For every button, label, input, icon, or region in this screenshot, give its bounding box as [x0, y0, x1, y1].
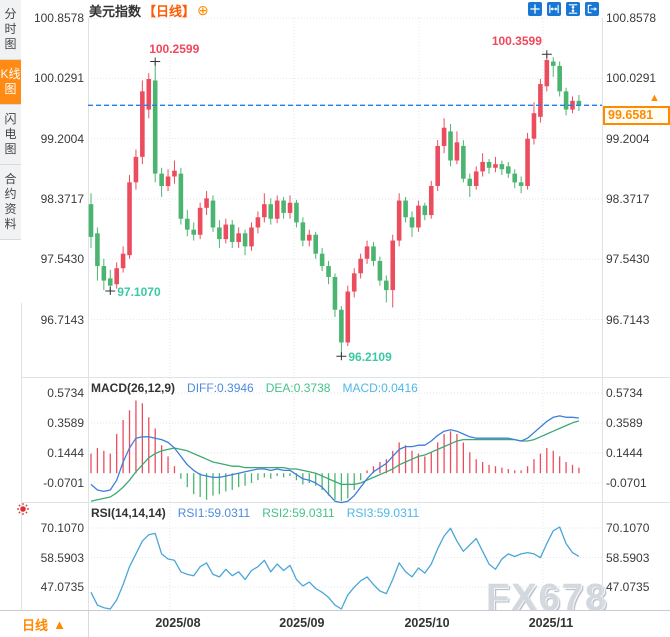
period-label: 日线 [22, 617, 49, 633]
zoom-vertical-button[interactable] [566, 2, 580, 16]
sidebar-tab-3[interactable]: 闪电图 [0, 105, 21, 165]
y-axis-label: 99.2004 [606, 131, 650, 146]
y-axis-label: 96.7143 [606, 312, 650, 327]
zoom-horizontal-button[interactable] [547, 2, 561, 16]
rsi2-value: RSI2:59.0311 [262, 506, 335, 520]
exit-view-icon [586, 3, 598, 15]
y-axis-label: 47.0735 [606, 580, 650, 594]
y-axis-label: 58.5903 [606, 550, 650, 565]
rsi3-value: RSI3:59.0311 [346, 506, 420, 520]
x-axis-label: 2025/09 [279, 616, 325, 630]
y-axis-label: 47.0735 [40, 580, 84, 594]
price-annotation: 100.2599 [149, 41, 200, 56]
macd-diff-value: DIFF:0.3946 [187, 381, 254, 395]
zoom-horizontal-icon [548, 3, 560, 15]
y-axis-label: 100.0291 [33, 71, 84, 86]
y-axis-label: 100.0291 [606, 71, 657, 86]
rsi1-value: RSI1:59.0311 [177, 506, 251, 520]
x-axis-label: 2025/10 [404, 616, 450, 630]
y-axis-label: 100.8578 [33, 11, 84, 25]
x-axis-label: 2025/08 [155, 616, 201, 630]
sidebar-tabs: 分时图 K线图 闪电图 合约资料 [0, 0, 21, 240]
chart-title-bar: 美元指数 【日线】 ⊕ [89, 1, 209, 20]
zoom-vertical-icon [567, 3, 579, 15]
current-price-value: 99.6581 [608, 108, 654, 123]
macd-dea-value: DEA:0.3738 [265, 381, 331, 395]
period-tag: 【日线】 [143, 4, 196, 19]
macd-header: MACD(26,12,9) DIFF:0.3946 DEA:0.3738 MAC… [91, 381, 418, 395]
crosshair-icon [529, 3, 541, 15]
add-indicator-icon[interactable]: ⊕ [197, 2, 209, 18]
y-axis-label: 70.1070 [606, 521, 650, 535]
sidebar-tab-1[interactable]: 分时图 [0, 0, 21, 60]
crosshair-button[interactable] [528, 2, 542, 16]
toolbar [528, 2, 599, 16]
y-axis-label: 98.3717 [606, 191, 650, 206]
price-annotation: 100.3599 [491, 34, 542, 49]
y-axis-label: 0.3589 [47, 416, 84, 430]
instrument-title: 美元指数 [89, 4, 142, 19]
rsi-header: RSI(14,14,14) RSI1:59.0311 RSI2:59.0311 … [91, 506, 419, 520]
latest-price-arrow-icon: ▲ [649, 92, 660, 105]
y-axis-label: 99.2004 [40, 131, 84, 146]
y-axis-label: 100.8578 [606, 11, 657, 25]
price-annotation: 97.1070 [117, 285, 161, 300]
sidebar: 分时图 K线图 闪电图 合约资料 [0, 0, 21, 240]
current-price-tag: 99.6581 [603, 106, 670, 126]
x-axis-label: 2025/11 [528, 616, 574, 630]
y-axis-label: 0.5734 [606, 386, 643, 400]
y-axis-label: 96.7143 [40, 312, 84, 327]
macd-macd-value: MACD:0.0416 [342, 381, 418, 395]
y-axis-label: 70.1070 [40, 521, 84, 535]
price-annotation: 96.2109 [348, 350, 392, 365]
y-axis-label: 0.1444 [606, 446, 643, 460]
indicator-settings-icon[interactable] [16, 502, 30, 521]
macd-name: MACD(26,12,9) [91, 381, 176, 395]
y-axis-label: 0.1444 [47, 446, 84, 460]
y-axis-label: 97.5430 [606, 252, 650, 267]
y-axis-label: 0.5734 [47, 386, 84, 400]
y-axis-label: 58.5903 [40, 550, 84, 565]
y-axis-label: 98.3717 [40, 191, 84, 206]
sidebar-tab-2[interactable]: K线图 [0, 60, 21, 105]
y-axis-label: 97.5430 [40, 252, 84, 267]
sidebar-tab-4[interactable]: 合约资料 [0, 165, 21, 240]
rsi-name: RSI(14,14,14) [91, 506, 166, 520]
y-axis-label: 0.3589 [606, 416, 643, 430]
bottom-bar: 日线 ▲ [0, 611, 670, 637]
period-dropdown-icon: ▲ [53, 616, 66, 632]
y-axis-label: -0.0701 [43, 476, 84, 490]
y-axis-label: -0.0701 [606, 476, 647, 490]
period-selector[interactable]: 日线 ▲ [0, 611, 89, 637]
exit-view-button[interactable] [585, 2, 599, 16]
